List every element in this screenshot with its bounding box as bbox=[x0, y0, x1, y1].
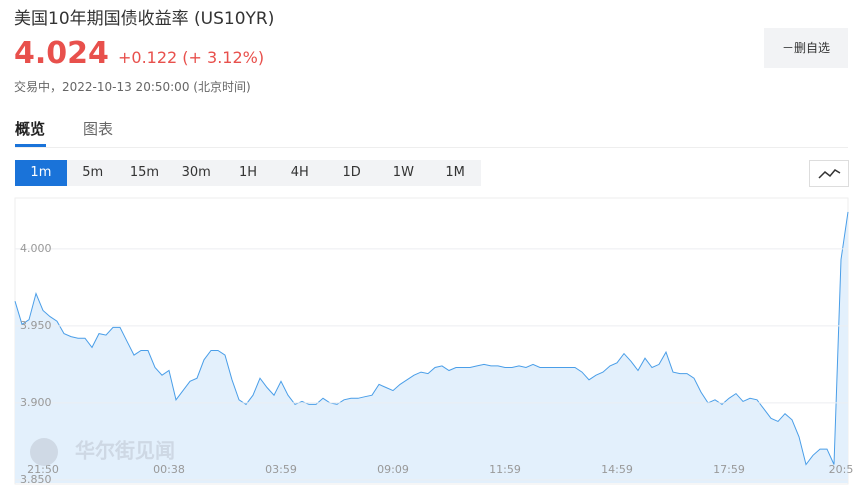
watchlist-button[interactable]: －删自选 bbox=[764, 28, 848, 68]
y-tick-label: 4.000 bbox=[20, 242, 52, 255]
interval-button[interactable]: 1m bbox=[15, 160, 67, 186]
y-tick-label: 3.850 bbox=[20, 473, 52, 486]
interval-button[interactable]: 1M bbox=[445, 165, 465, 180]
interval-button[interactable]: 15m bbox=[129, 165, 160, 180]
interval-button[interactable]: 5m bbox=[82, 165, 104, 180]
x-tick-label: 03:59 bbox=[265, 463, 297, 476]
plot-frame bbox=[14, 197, 849, 485]
x-tick-label: 17:59 bbox=[713, 463, 745, 476]
watermark: 华尔街见闻 bbox=[75, 439, 175, 463]
x-tick-label: 00:38 bbox=[153, 463, 185, 476]
interval-button[interactable]: 1D bbox=[342, 165, 361, 180]
chart-type-button[interactable] bbox=[809, 160, 849, 187]
interval-button[interactable]: 1H bbox=[238, 165, 258, 180]
price: 4.024 bbox=[14, 36, 109, 71]
y-tick-label: 3.950 bbox=[20, 319, 52, 332]
interval-bar: 1m 5m 15m 30m 1H 4H 1D 1W 1M bbox=[15, 160, 481, 186]
interval-button[interactable]: 4H bbox=[290, 165, 309, 180]
x-tick-label: 21:50 bbox=[27, 463, 59, 476]
price-line bbox=[14, 211, 849, 466]
tab-underline bbox=[15, 144, 46, 147]
x-tick-label: 11:59 bbox=[489, 463, 521, 476]
chart-type-icon bbox=[818, 169, 841, 179]
tab[interactable]: 概览 bbox=[15, 120, 46, 138]
status: 交易中，2022-10-13 20:50:00 (北京时间) bbox=[14, 80, 251, 94]
x-tick-label: 14:59 bbox=[601, 463, 633, 476]
change: +0.122 (+ 3.12%) bbox=[118, 48, 265, 67]
y-tick-label: 3.900 bbox=[20, 396, 52, 409]
divider bbox=[15, 147, 848, 148]
interval-button[interactable]: 1W bbox=[392, 165, 414, 180]
title: 美国10年期国债收益率 (US10YR) bbox=[14, 9, 275, 29]
x-tick-label: 20:5 bbox=[829, 463, 854, 476]
tab[interactable]: 图表 bbox=[83, 120, 114, 138]
watermark-logo bbox=[30, 438, 58, 466]
area-fill bbox=[15, 211, 848, 483]
interval-button[interactable]: 30m bbox=[181, 165, 211, 180]
x-tick-label: 09:09 bbox=[377, 463, 409, 476]
